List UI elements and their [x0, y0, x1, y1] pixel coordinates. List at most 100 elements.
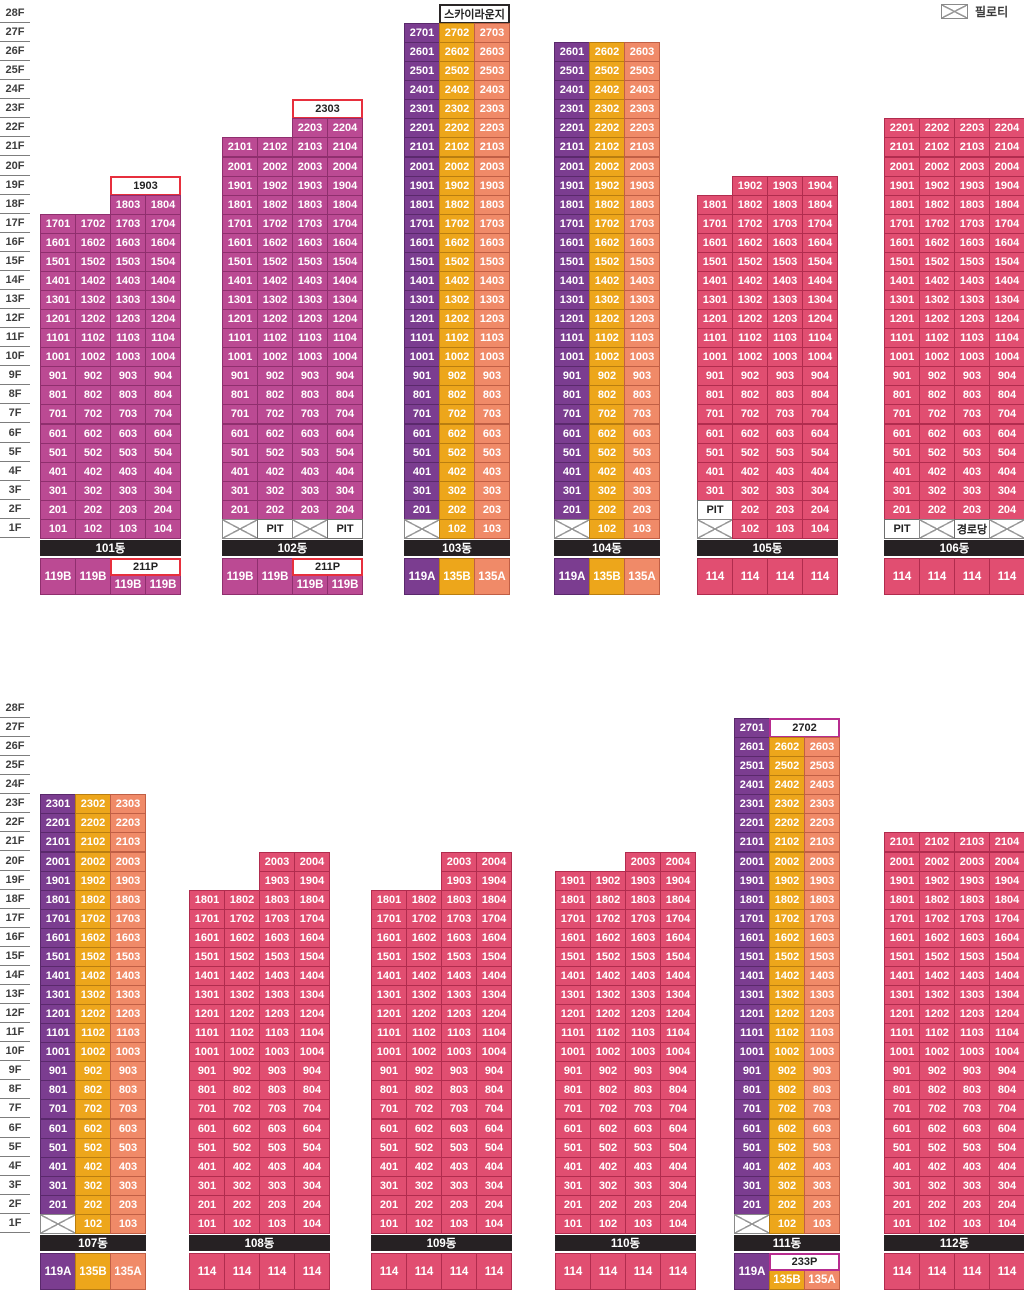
unit-cell: 803 — [625, 1080, 661, 1100]
unit-cell: 1001 — [371, 1042, 407, 1062]
unit-cell: 1703 — [110, 214, 146, 234]
unit-cell: 504 — [802, 443, 838, 463]
unit-cell: 402 — [224, 1157, 260, 1177]
unit-cell: 2102 — [439, 137, 475, 157]
unit-cell: 202 — [439, 500, 475, 520]
unit-cell: 902 — [590, 1061, 626, 1081]
unit-cell: 1901 — [884, 871, 920, 891]
floor-label: 21F — [0, 832, 30, 851]
unit-cell: 1601 — [884, 928, 920, 948]
floor-label: 10F — [0, 347, 30, 366]
unit-cell: 1303 — [110, 985, 146, 1005]
unit-cell: 2303 — [474, 99, 510, 119]
unit-cell: 1103 — [259, 1023, 295, 1043]
unit-cell: 402 — [769, 1157, 805, 1177]
piloti-cell — [919, 519, 955, 539]
unit-cell: 1103 — [292, 328, 328, 348]
unit-cell: 902 — [406, 1061, 442, 1081]
unit-cell: 1804 — [327, 195, 363, 215]
unit-cell: 1904 — [989, 871, 1024, 891]
unit-cell: 1504 — [476, 947, 512, 967]
unit-cell: 2303 — [624, 99, 660, 119]
unit-cell: 1404 — [476, 966, 512, 986]
unit-cell: 904 — [660, 1061, 696, 1081]
unit-cell: 1101 — [884, 1023, 920, 1043]
unit-cell: 102 — [590, 1214, 626, 1234]
unit-cell: 203 — [292, 500, 328, 520]
unit-cell: 902 — [732, 366, 768, 386]
unit-cell: 504 — [660, 1138, 696, 1158]
unit-cell: 1803 — [259, 890, 295, 910]
unit-cell: 1802 — [224, 890, 260, 910]
unit-cell: 1101 — [189, 1023, 225, 1043]
unit-cell: 502 — [75, 443, 111, 463]
unit-cell: 404 — [802, 462, 838, 482]
unit-cell: 803 — [804, 1080, 840, 1100]
floor-label: 25F — [0, 61, 30, 80]
unit-cell: 801 — [554, 385, 590, 405]
unit-cell: 801 — [222, 385, 258, 405]
unit-cell: 2002 — [919, 157, 955, 177]
building-name-bar: 101동 — [40, 540, 181, 556]
floor-label: 12F — [0, 1004, 30, 1023]
unit-cell: 1502 — [919, 252, 955, 272]
unit-cell: 2402 — [589, 80, 625, 100]
unit-cell: 304 — [145, 481, 181, 501]
unit-cell: 2103 — [954, 832, 990, 852]
unit-cell: 401 — [734, 1157, 770, 1177]
unit-cell: 604 — [327, 424, 363, 444]
unit-cell: 1401 — [554, 271, 590, 291]
unit-cell: 202 — [769, 1195, 805, 1215]
unit-cell: 1404 — [989, 966, 1024, 986]
unit-cell: 1203 — [474, 309, 510, 329]
unit-type-cell: 114 — [697, 558, 733, 595]
unit-cell: 1701 — [884, 909, 920, 929]
unit-cell: 702 — [439, 404, 475, 424]
unit-cell: 2601 — [734, 737, 770, 757]
unit-cell: 1401 — [555, 966, 591, 986]
unit-cell: 703 — [625, 1099, 661, 1119]
penthouse-box: 211P — [292, 558, 363, 576]
unit-cell: 202 — [257, 500, 293, 520]
building-name-bar: 108동 — [189, 1235, 330, 1251]
unit-cell: 1403 — [110, 271, 146, 291]
unit-type-cell: 119B — [292, 575, 328, 595]
unit-cell: 104 — [989, 1214, 1024, 1234]
unit-cell: 2103 — [292, 137, 328, 157]
unit-cell: 1501 — [404, 252, 440, 272]
unit-cell: 502 — [224, 1138, 260, 1158]
unit-cell: 1604 — [989, 928, 1024, 948]
unit-cell: 1102 — [439, 328, 475, 348]
unit-cell: 801 — [697, 385, 733, 405]
unit-cell: 1102 — [919, 328, 955, 348]
piloti-cell — [989, 519, 1024, 539]
unit-cell: 1101 — [40, 328, 76, 348]
unit-cell: 1102 — [224, 1023, 260, 1043]
unit-cell: 203 — [767, 500, 803, 520]
unit-cell: 1303 — [767, 290, 803, 310]
unit-cell: 2202 — [589, 118, 625, 138]
floor-label: 19F — [0, 871, 30, 890]
unit-cell: 1701 — [40, 909, 76, 929]
unit-cell: 1603 — [804, 928, 840, 948]
unit-cell: 1204 — [145, 309, 181, 329]
unit-cell: 1404 — [145, 271, 181, 291]
unit-type-cell: 119B — [110, 575, 146, 595]
unit-cell: 802 — [919, 1080, 955, 1100]
unit-cell: 1001 — [40, 347, 76, 367]
unit-cell: 402 — [919, 1157, 955, 1177]
unit-cell: 804 — [989, 385, 1024, 405]
unit-cell: 2204 — [327, 118, 363, 138]
unit-cell: 302 — [769, 1176, 805, 1196]
unit-cell: 1002 — [406, 1042, 442, 1062]
unit-type-cell: 114 — [406, 1253, 442, 1290]
unit-cell: 602 — [590, 1119, 626, 1139]
unit-cell: 1001 — [222, 347, 258, 367]
unit-cell: 2101 — [404, 137, 440, 157]
unit-cell: 1001 — [189, 1042, 225, 1062]
unit-cell: 1703 — [259, 909, 295, 929]
unit-cell: 1302 — [224, 985, 260, 1005]
unit-cell: 502 — [919, 443, 955, 463]
unit-cell: 202 — [590, 1195, 626, 1215]
piloti-cell — [40, 1214, 76, 1234]
